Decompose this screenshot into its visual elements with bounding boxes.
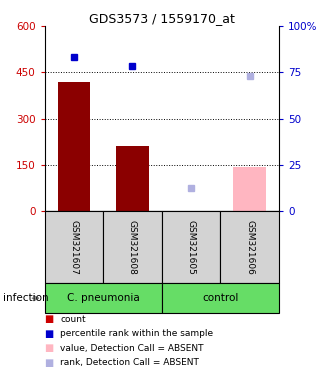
Text: ■: ■ xyxy=(45,329,54,339)
Text: control: control xyxy=(202,293,239,303)
Text: C. pneumonia: C. pneumonia xyxy=(67,293,140,303)
Text: GSM321605: GSM321605 xyxy=(186,220,195,275)
Text: GSM321608: GSM321608 xyxy=(128,220,137,275)
Bar xyxy=(162,283,279,313)
Bar xyxy=(58,82,90,211)
Bar xyxy=(45,283,162,313)
Text: percentile rank within the sample: percentile rank within the sample xyxy=(60,329,214,338)
Title: GDS3573 / 1559170_at: GDS3573 / 1559170_at xyxy=(89,12,235,25)
Bar xyxy=(103,211,162,283)
Text: ■: ■ xyxy=(45,314,54,324)
Text: ■: ■ xyxy=(45,343,54,353)
Text: GSM321607: GSM321607 xyxy=(69,220,78,275)
Text: ■: ■ xyxy=(45,358,54,368)
Text: count: count xyxy=(60,314,86,323)
Text: rank, Detection Call = ABSENT: rank, Detection Call = ABSENT xyxy=(60,358,199,367)
Text: value, Detection Call = ABSENT: value, Detection Call = ABSENT xyxy=(60,344,204,353)
Bar xyxy=(233,167,266,211)
Bar xyxy=(162,211,220,283)
Text: infection: infection xyxy=(3,293,49,303)
Bar xyxy=(116,146,148,211)
Text: GSM321606: GSM321606 xyxy=(245,220,254,275)
Bar xyxy=(45,211,103,283)
Bar xyxy=(220,211,279,283)
